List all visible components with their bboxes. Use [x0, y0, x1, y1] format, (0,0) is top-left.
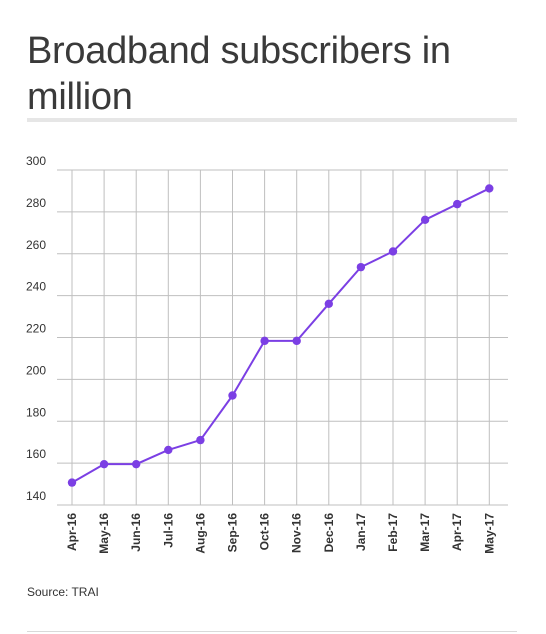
x-tick-label: Jul-16 [161, 513, 175, 548]
x-tick-label: May-16 [97, 513, 111, 554]
data-point [420, 215, 430, 225]
data-point [453, 199, 462, 209]
data-point [485, 184, 494, 193]
x-tick-label: Jun-16 [129, 513, 143, 552]
x-tick-label: Mar-17 [418, 513, 432, 552]
bottom-divider [27, 631, 517, 632]
series-layer [67, 184, 494, 487]
y-tick-label: 220 [26, 322, 46, 336]
chart-grid [57, 169, 508, 506]
y-tick-label: 180 [26, 405, 46, 419]
x-tick-label: Oct-16 [258, 513, 272, 551]
x-tick-label: May-17 [482, 513, 496, 554]
data-point [228, 391, 237, 400]
data-point [388, 247, 398, 256]
data-point [292, 336, 301, 346]
x-tick-label: Sep-16 [226, 513, 240, 553]
data-point [356, 262, 366, 272]
x-axis-ticks: Apr-16 May-16 Jun-16 Jul-16 Aug-16 Sep-16 Oct-… [65, 513, 496, 554]
data-point [196, 435, 205, 445]
title-divider [27, 118, 517, 122]
data-point [324, 299, 333, 308]
x-tick-label: Dec-16 [322, 513, 336, 553]
y-tick-label: 240 [26, 280, 46, 294]
x-tick-label: Aug-16 [193, 513, 207, 554]
x-tick-label: Apr-16 [65, 513, 79, 551]
y-tick-label: 300 [26, 154, 46, 168]
chart-title: Broadband subscribers in million [27, 30, 451, 118]
data-point [99, 459, 109, 469]
data-point [164, 445, 173, 455]
x-tick-label: Jan-17 [354, 513, 368, 551]
x-tick-label: Feb-17 [386, 513, 400, 552]
y-tick-label: 200 [26, 363, 46, 377]
y-axis-ticks: 140 160 180 200 220 240 260 280 300 [26, 154, 46, 503]
y-tick-label: 140 [26, 489, 46, 503]
y-tick-label: 160 [26, 447, 46, 461]
y-tick-label: 280 [26, 196, 46, 210]
data-point [67, 478, 77, 487]
data-point [260, 336, 269, 346]
data-point [132, 459, 141, 469]
y-tick-label: 260 [26, 238, 46, 252]
line-chart: 140 160 180 200 220 240 260 280 300 Apr-16 May-16… [26, 154, 508, 554]
series-line [71, 187, 490, 484]
source-note: Source: TRAI [27, 585, 99, 599]
x-tick-label: Apr-17 [450, 513, 464, 551]
x-tick-label: Nov-16 [290, 513, 304, 553]
